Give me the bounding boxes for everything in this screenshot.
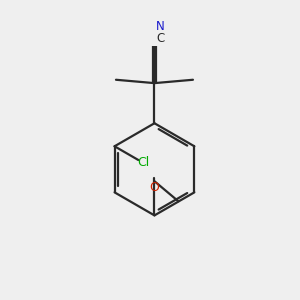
Text: N: N (156, 20, 165, 34)
Text: C: C (156, 32, 164, 45)
Text: O: O (149, 181, 159, 194)
Text: Cl: Cl (137, 156, 149, 169)
